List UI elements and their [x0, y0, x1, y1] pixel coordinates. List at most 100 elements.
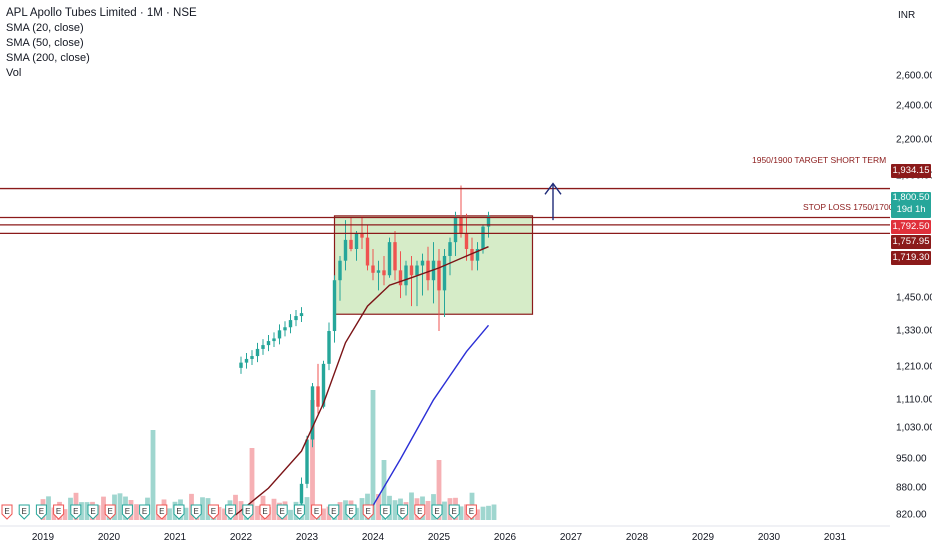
hist-candle-body	[239, 362, 243, 368]
earnings-marker-letter: E	[39, 507, 44, 516]
earnings-marker: E	[293, 504, 305, 520]
candle-body	[481, 226, 485, 249]
earnings-marker: E	[1, 504, 13, 520]
volume-bar	[359, 498, 365, 520]
earnings-marker-shape	[345, 504, 357, 520]
hist-candle-body	[277, 330, 282, 339]
candles	[299, 185, 491, 515]
earnings-marker-letter: E	[4, 507, 9, 516]
earnings-marker-shape	[379, 504, 391, 520]
x-tick-label: 2030	[757, 532, 781, 543]
earnings-marker-letter: E	[245, 507, 250, 516]
earnings-marker-letter: E	[314, 507, 319, 516]
stoploss-annotation[interactable]: STOP LOSS 1750/1700	[803, 202, 894, 212]
symbol-title[interactable]: APL Apollo Tubes Limited · 1M · NSE	[6, 7, 197, 19]
x-tick-label: 2019	[31, 532, 55, 543]
candle-body	[299, 483, 304, 504]
hist-candle-body	[288, 320, 293, 328]
y-tick-label: 1,030.00	[896, 422, 932, 434]
candle-body	[349, 239, 353, 249]
earnings-marker: E	[35, 504, 47, 520]
volume-bar	[486, 505, 491, 520]
y-tick-label: 1,330.00	[896, 325, 932, 337]
volume-bar	[255, 505, 260, 520]
earnings-marker: E	[104, 504, 116, 520]
candle-body	[316, 386, 320, 407]
hist-candle-body	[261, 345, 265, 349]
earnings-marker-shape	[121, 504, 133, 520]
volume-bar	[167, 508, 172, 520]
y-tick-label: 1,450.00	[896, 292, 932, 304]
x-tick-label: 2029	[691, 532, 715, 543]
earnings-marker-shape	[293, 504, 305, 520]
volume-bar	[458, 506, 464, 520]
earnings-marker-shape	[225, 504, 237, 520]
volume-bar	[409, 492, 414, 520]
candle-body	[382, 270, 386, 276]
volume-bar	[491, 504, 497, 520]
target-price-box: 1,934.15	[891, 164, 931, 178]
level-2-price-box: 1,757.95	[891, 235, 931, 249]
earnings-marker-letter: E	[194, 507, 199, 516]
earnings-marker-letter: E	[22, 507, 27, 516]
historical-candles	[239, 307, 304, 374]
volume-bar	[425, 500, 431, 520]
candle-body	[393, 242, 397, 271]
earnings-marker-shape	[328, 504, 340, 520]
earnings-marker-shape	[259, 504, 271, 520]
candle-body	[459, 218, 463, 234]
earnings-marker: E	[414, 504, 426, 520]
hist-candle-body	[299, 313, 304, 317]
volume-bar	[117, 493, 123, 520]
indicator-volume[interactable]: Vol	[6, 67, 22, 79]
earnings-marker-letter: E	[228, 507, 233, 516]
level-1-price-box: 1,792.50	[891, 220, 931, 234]
hist-candle-body	[272, 338, 276, 342]
earnings-marker-letter: E	[280, 507, 285, 516]
earnings-marker: E	[328, 504, 340, 520]
volume-bar	[304, 497, 310, 520]
earnings-marker: E	[397, 504, 409, 520]
x-tick-label: 2028	[625, 532, 649, 543]
earnings-marker-letter: E	[176, 507, 181, 516]
horizontal-levels	[0, 187, 890, 234]
earnings-marker-letter: E	[125, 507, 130, 516]
candle-body	[453, 218, 458, 243]
volume-bar	[79, 502, 84, 520]
volume-bar	[271, 498, 277, 520]
hist-candle-body	[294, 316, 298, 321]
earnings-marker-letter: E	[90, 507, 95, 516]
earnings-marker: E	[173, 504, 185, 520]
currency-label[interactable]: INR	[898, 10, 916, 21]
earnings-marker-shape	[190, 504, 202, 520]
y-tick-label: 880.00	[896, 482, 927, 494]
y-tick-label: 950.00	[896, 453, 927, 465]
volume-bar	[216, 506, 222, 520]
earnings-marker: E	[207, 504, 219, 520]
target-arrow	[544, 182, 562, 221]
earnings-marker-shape	[87, 504, 99, 520]
indicator-sma20[interactable]: SMA (20, close)	[6, 22, 84, 34]
last-price-box: 1,800.50 19d 1h	[891, 192, 931, 218]
volume-bar	[392, 500, 398, 520]
earnings-marker-shape	[156, 504, 168, 520]
candle-body	[343, 239, 348, 261]
candle-body	[448, 242, 452, 256]
indicator-sma50[interactable]: SMA (50, close)	[6, 37, 84, 49]
earnings-marker-shape	[53, 504, 65, 520]
earnings-marker-letter: E	[108, 507, 113, 516]
target-annotation[interactable]: 1950/1900 TARGET SHORT TERM	[752, 155, 887, 165]
volume-bar	[442, 501, 447, 520]
x-tick-label: 2027	[559, 532, 583, 543]
hist-candle-body	[255, 348, 260, 357]
volume-bar	[436, 460, 442, 520]
candle-body	[475, 248, 480, 261]
volume-bar	[310, 400, 315, 520]
earnings-marker-letter: E	[297, 507, 302, 516]
earnings-marker-shape	[311, 504, 323, 520]
candle-body	[486, 215, 491, 227]
indicator-sma200[interactable]: SMA (200, close)	[6, 52, 90, 64]
earnings-marker-letter: E	[434, 507, 439, 516]
moving-averages	[235, 246, 490, 516]
